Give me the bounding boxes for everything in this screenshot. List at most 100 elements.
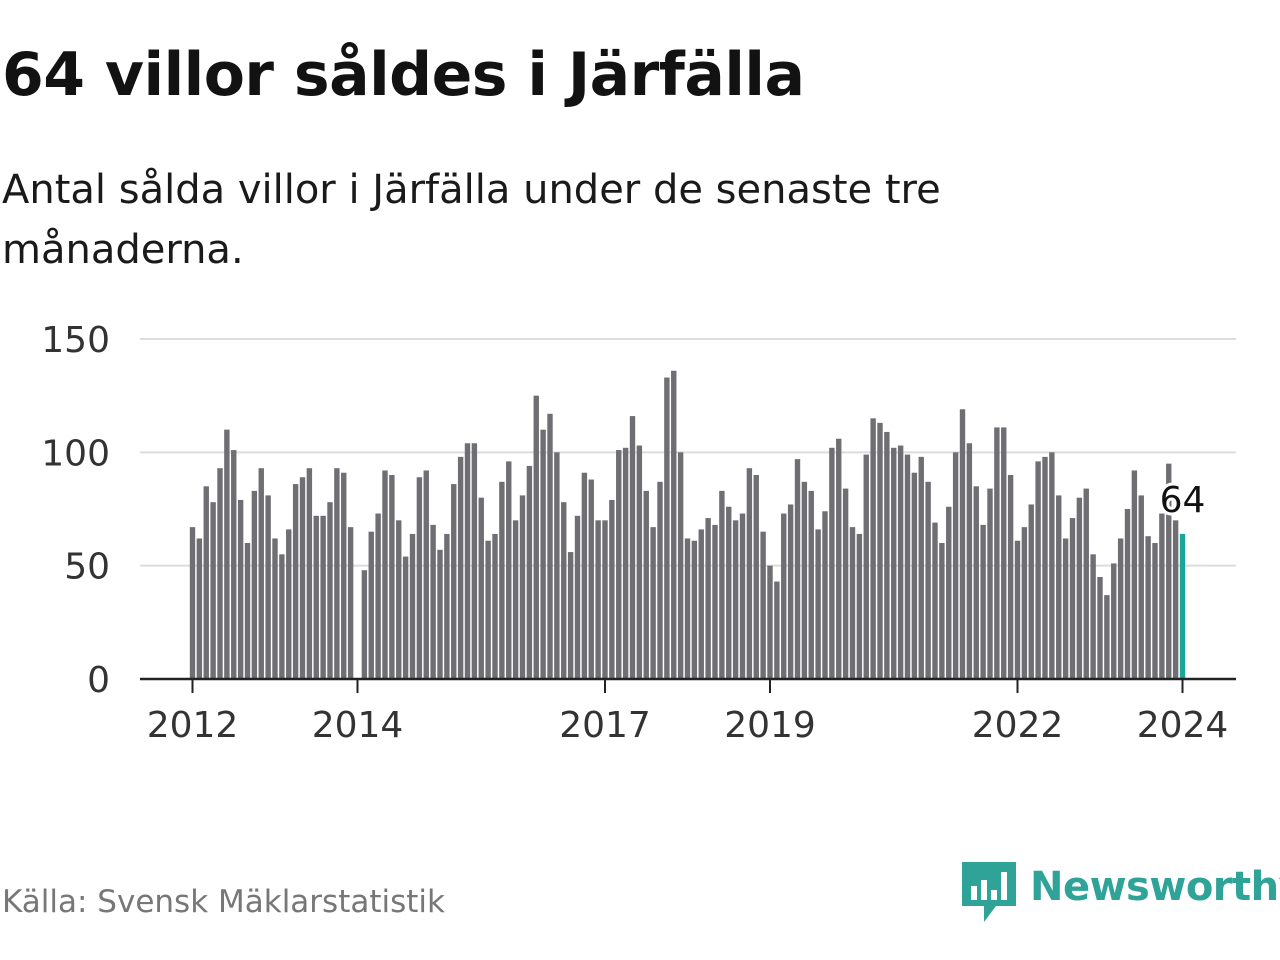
bar — [334, 468, 340, 679]
bar — [719, 490, 725, 679]
bar — [306, 468, 313, 679]
bar — [189, 527, 196, 679]
bar — [787, 504, 794, 679]
bar — [705, 518, 711, 679]
bar-chart-logo-icon — [962, 862, 1016, 922]
bar — [1152, 543, 1158, 679]
bar — [884, 431, 890, 679]
bars — [189, 370, 1186, 679]
bar — [1145, 536, 1151, 679]
y-axis-labels: 0 50 100 150 — [41, 320, 110, 701]
bar — [382, 470, 388, 679]
bar — [437, 549, 443, 679]
bar — [739, 513, 746, 679]
bar — [389, 475, 395, 679]
bar — [815, 529, 821, 679]
bar — [732, 520, 739, 679]
bar — [231, 450, 237, 679]
bar — [781, 513, 787, 679]
bar — [698, 529, 704, 679]
bar — [561, 502, 567, 679]
bar — [891, 447, 897, 679]
bar — [217, 468, 223, 679]
bar — [1159, 513, 1165, 679]
bar — [347, 527, 354, 679]
bar — [877, 422, 883, 679]
bar — [980, 524, 986, 679]
bar — [994, 427, 1000, 679]
bar — [581, 472, 588, 679]
bar — [602, 520, 608, 679]
newsworthy-logo[interactable]: Newsworthy — [962, 862, 1280, 926]
bar — [1007, 475, 1014, 679]
chart-subtitle: Antal sålda villor i Järfälla under de s… — [2, 167, 941, 273]
bar — [444, 533, 450, 679]
bar — [609, 499, 615, 679]
bar — [203, 486, 209, 679]
x-tick-label: 2024 — [1137, 705, 1229, 746]
bar — [932, 522, 938, 679]
y-tick-label: 0 — [87, 660, 110, 701]
bar — [533, 395, 539, 679]
bar — [808, 490, 814, 679]
bar — [774, 581, 780, 679]
bar — [1069, 518, 1076, 679]
bar — [506, 461, 512, 679]
bar — [1028, 504, 1034, 679]
bar — [512, 520, 519, 679]
bar — [987, 488, 993, 679]
bar — [313, 515, 319, 679]
bar — [251, 490, 258, 679]
x-tick-label: 2017 — [559, 705, 651, 746]
bar — [836, 438, 842, 679]
bar — [925, 481, 931, 679]
bar — [519, 495, 526, 679]
bar — [952, 452, 959, 679]
bar — [650, 527, 656, 679]
bar — [237, 499, 244, 679]
bar — [464, 443, 471, 679]
bar — [671, 370, 677, 679]
bar — [973, 486, 979, 679]
bar — [849, 527, 856, 679]
bar — [327, 502, 333, 679]
bar — [1014, 540, 1021, 679]
bar — [1104, 595, 1110, 679]
bar — [856, 533, 863, 679]
bar — [409, 533, 416, 679]
bar — [870, 418, 876, 679]
y-tick-label: 150 — [41, 320, 110, 361]
bar — [677, 452, 684, 679]
bar — [402, 556, 409, 679]
bar — [258, 468, 264, 679]
bar — [457, 456, 464, 679]
bar — [1117, 538, 1124, 679]
bar — [946, 506, 952, 679]
bar — [1056, 495, 1062, 679]
bar — [492, 533, 498, 679]
bar — [1131, 470, 1138, 679]
bar — [292, 484, 299, 679]
bar — [1138, 495, 1144, 679]
bar — [622, 447, 629, 679]
bar — [224, 429, 230, 679]
y-tick-label: 100 — [41, 433, 110, 474]
bar — [1021, 527, 1028, 679]
bar — [1062, 538, 1069, 679]
bar — [712, 524, 718, 679]
bar — [396, 520, 402, 679]
bar — [822, 511, 828, 679]
value-label: 64 — [1160, 480, 1206, 521]
bar — [1090, 554, 1096, 679]
bar — [478, 497, 484, 679]
bar — [801, 481, 808, 679]
bar — [279, 554, 285, 679]
bar — [939, 543, 945, 679]
bar — [1172, 520, 1179, 679]
bar — [1124, 509, 1131, 679]
bar — [1042, 456, 1048, 679]
bar — [904, 454, 911, 679]
bar — [554, 452, 560, 679]
bar — [567, 552, 574, 679]
bar — [595, 520, 601, 679]
